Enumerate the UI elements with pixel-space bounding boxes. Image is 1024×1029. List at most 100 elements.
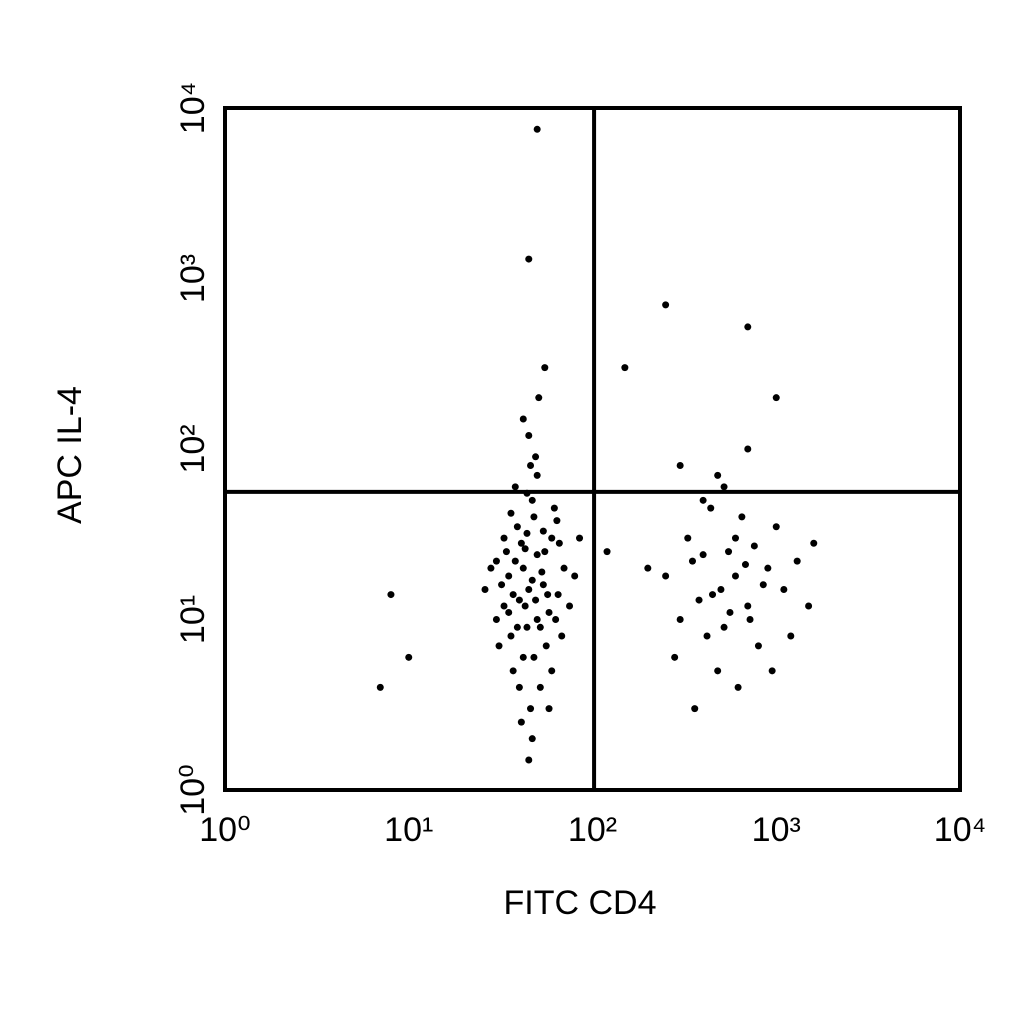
data-point [500,602,508,610]
data-point [513,523,521,531]
data-point [487,564,495,572]
data-point [525,585,533,593]
data-point [542,642,550,650]
data-point [571,572,579,580]
data-point [699,551,707,559]
data-point [539,527,547,535]
data-point [521,545,529,553]
data-point [676,462,684,470]
data-point [707,504,715,512]
data-point [527,705,535,713]
data-point [744,445,752,453]
data-point [548,534,556,542]
data-point [810,539,818,547]
data-point [519,564,527,572]
data-point [545,705,553,713]
data-point [528,735,536,743]
x-axis-label: FITC CD4 [504,884,657,922]
data-point [481,585,489,593]
data-point [530,513,538,521]
data-point [805,602,813,610]
data-point [772,394,780,402]
data-point [528,496,536,504]
data-point [515,596,523,604]
data-point [714,471,722,479]
data-point [495,642,503,650]
data-point [517,539,525,547]
data-point [509,591,517,599]
data-point [525,431,533,439]
data-point [519,653,527,661]
data-point [528,576,536,584]
data-point [744,602,752,610]
data-point [519,415,527,423]
data-point [530,653,538,661]
data-point [533,616,541,623]
x-tick-label: 10⁰ [199,811,250,849]
data-point [720,483,728,491]
data-point [513,623,521,631]
data-point [548,667,556,675]
data-point [532,596,540,604]
data-point [498,581,506,589]
data-point [525,756,533,764]
data-point [764,564,772,572]
x-tick-label: 10² [568,811,617,849]
data-point [566,602,574,610]
data-point [787,632,795,640]
data-point [525,255,533,263]
x-tick-label: 10⁴ [934,811,986,849]
data-point [507,632,515,640]
data-point [703,632,711,640]
data-point [731,534,739,542]
data-point [405,653,413,661]
data-point [544,591,552,599]
data-point [515,683,523,691]
data-point [662,301,670,309]
data-point [768,667,776,675]
data-point [535,394,543,402]
data-point [709,591,717,599]
data-point [714,667,722,675]
data-point [387,591,395,599]
data-point [527,462,535,470]
data-point [492,557,500,565]
data-point [536,683,544,691]
data-point [644,564,652,572]
data-point [539,581,547,589]
data-point [691,705,699,713]
data-point [511,483,519,491]
x-tick-label: 10³ [752,811,801,849]
data-point [695,596,703,604]
data-point [492,616,500,623]
data-point [772,523,780,531]
data-point [554,591,562,599]
data-point [725,548,733,556]
data-point [550,504,558,512]
data-point [532,453,540,461]
data-point [780,585,788,593]
data-point [509,667,517,675]
data-point [671,653,679,661]
data-point [684,534,692,542]
data-point [533,471,541,479]
data-point [717,585,725,593]
data-point [734,683,742,691]
data-point [538,568,546,576]
data-point [533,551,541,559]
data-point [688,557,696,565]
data-point [746,616,754,623]
data-point [621,364,629,372]
data-point [511,557,519,565]
data-point [738,513,746,521]
data-point [558,632,566,640]
data-point [376,683,384,691]
y-tick-label: 10⁰ [174,764,212,815]
y-tick-label: 10² [174,424,212,473]
data-point [521,602,529,610]
data-point [726,608,734,616]
data-point [552,616,560,623]
data-point [541,548,549,556]
data-point [536,623,544,631]
